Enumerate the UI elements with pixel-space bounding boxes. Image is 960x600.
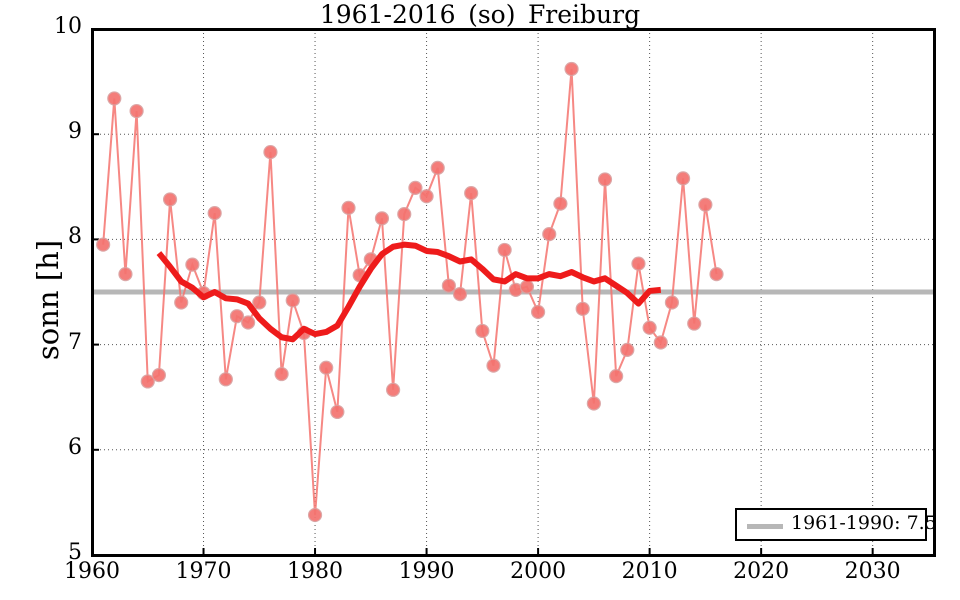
- x-tick-label: 2020: [733, 559, 790, 584]
- y-tick-label: 10: [54, 14, 82, 39]
- y-tick-label: 9: [68, 119, 82, 145]
- legend-label: 1961-1990: 7.5: [791, 512, 937, 534]
- y-tick-label: 7: [68, 329, 82, 355]
- y-tick-label: 8: [68, 224, 82, 250]
- legend-swatch-reference-line: [747, 524, 783, 529]
- x-tick-label: 2010: [621, 559, 678, 584]
- x-tick-label: 1990: [398, 559, 455, 584]
- x-tick-label: 1970: [175, 559, 232, 584]
- chart-title: 1961-2016_(so)_Freiburg: [319, 0, 641, 29]
- y-tick-label: 5: [68, 540, 82, 565]
- y-tick-label: 6: [68, 434, 82, 460]
- series-annual-sunshine: [96, 61, 724, 523]
- series-smoothed-trend: [156, 241, 662, 343]
- plot-frame: [91, 28, 936, 557]
- legend: 1961-1990: 7.5: [735, 508, 937, 541]
- x-tick-label: 2030: [844, 559, 901, 584]
- x-tick-label: 1980: [287, 559, 344, 584]
- x-tick-label: 1960: [64, 559, 120, 584]
- x-tick-label: 2000: [510, 559, 567, 584]
